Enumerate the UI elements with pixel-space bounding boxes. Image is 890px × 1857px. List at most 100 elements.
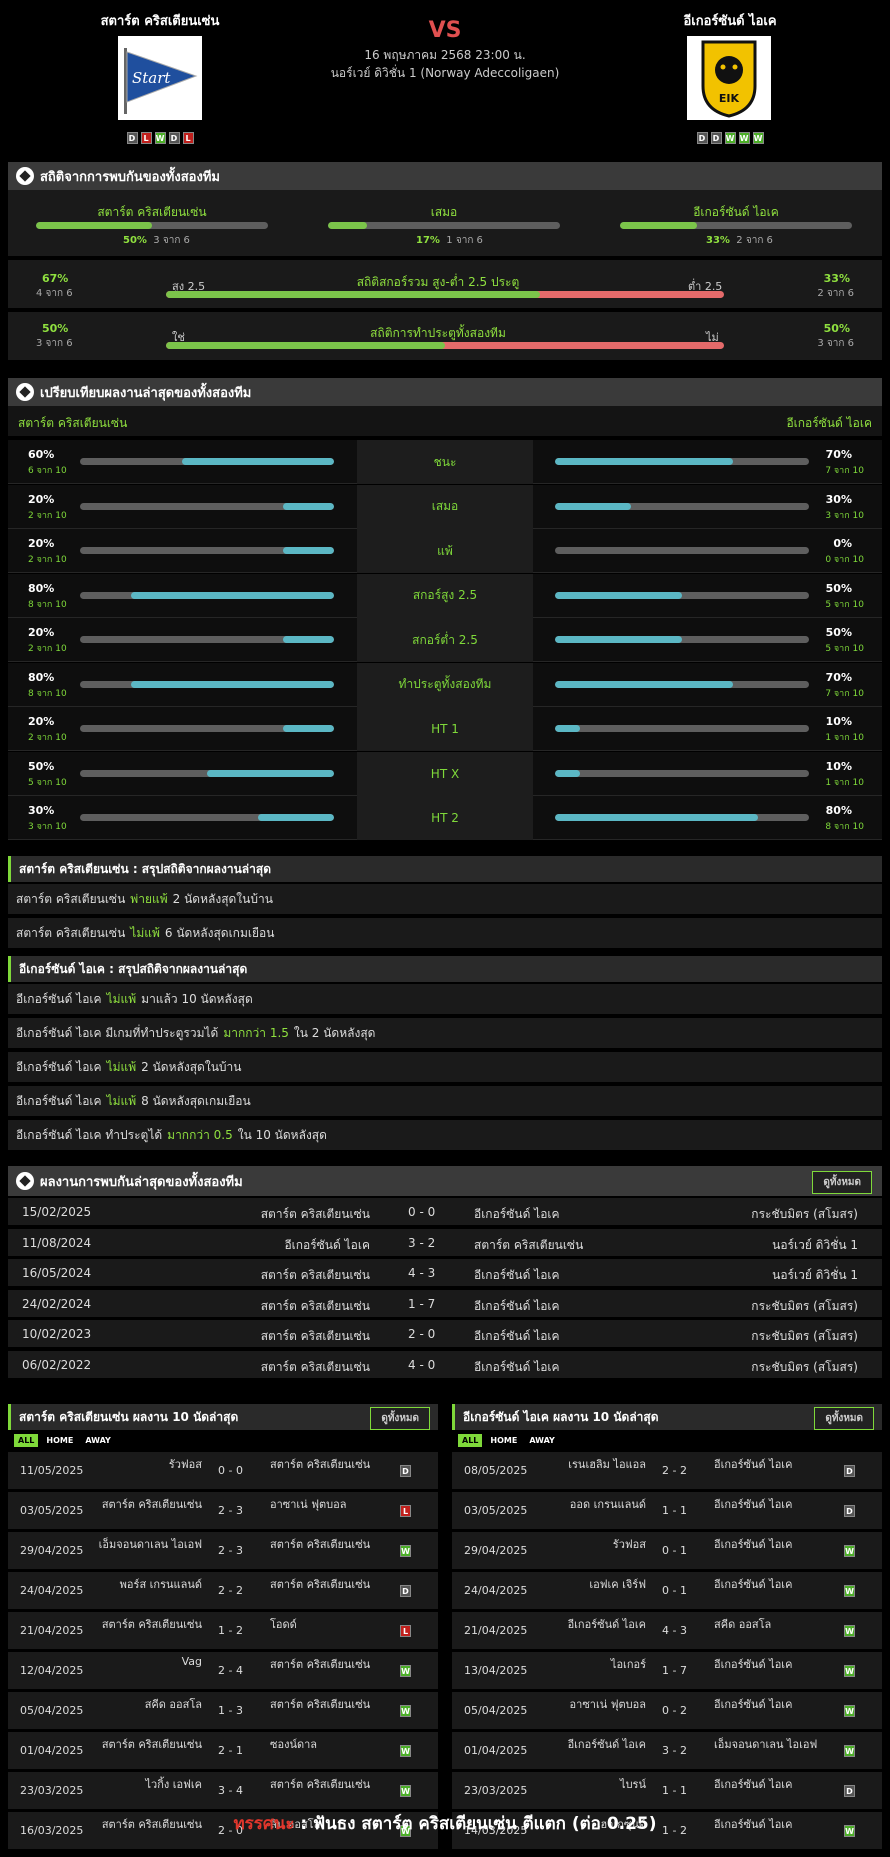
last-match-row[interactable]: 08/05/2025 เรนเฮลิม ไอแอล 2 - 2 อีเกอร์ซันด… bbox=[452, 1452, 882, 1490]
compare-metric-label: สกอร์สูง 2.5 bbox=[357, 573, 533, 618]
compare-away-count: 8 จาก 10 bbox=[825, 822, 864, 832]
over-count: 4 จาก 6 bbox=[36, 288, 73, 299]
result-badge: W bbox=[400, 1745, 411, 1757]
h2h-row[interactable]: 24/02/2024 สตาร์ต คริสเตียนเซ่น 1 - 7 อีเกอ… bbox=[8, 1289, 882, 1318]
result-badge: W bbox=[844, 1705, 855, 1717]
h2h-away-team: อีเกอร์ซันด์ ไอเค bbox=[474, 1298, 560, 1313]
last-match-row[interactable]: 21/04/2025 สตาร์ต คริสเตียนเซ่น 1 - 2 โอดด์… bbox=[8, 1612, 438, 1650]
compare-metric-label: ชนะ bbox=[357, 440, 533, 484]
home-last10-filters: ALL HOME AWAY bbox=[14, 1434, 115, 1447]
summary-highlight: มากกว่า 1.5 bbox=[223, 1025, 289, 1040]
h2h-score: 2 - 0 bbox=[408, 1327, 436, 1341]
result-badge: W bbox=[400, 1545, 411, 1557]
btts-no-label: ไม่ bbox=[706, 331, 719, 344]
form-badge: L bbox=[182, 132, 194, 144]
last-match-score: 0 - 2 bbox=[662, 1704, 687, 1717]
last-match-row[interactable]: 12/04/2025 Vag 2 - 4 สตาร์ต คริสเตียนเซ่น W bbox=[8, 1652, 438, 1690]
result-badge: W bbox=[400, 1665, 411, 1677]
last-match-row[interactable]: 24/04/2025 พอร์ส เกรนแลนด์ 2 - 2 สตาร์ต คริ… bbox=[8, 1572, 438, 1610]
compare-home-pct: 30% bbox=[28, 804, 55, 817]
compare-home-bar bbox=[80, 769, 334, 777]
last-match-row[interactable]: 29/04/2025 เอ็มจอนดาเลน ไอเอฟ 2 - 3 สตาร์ต … bbox=[8, 1532, 438, 1570]
h2h-row[interactable]: 15/02/2025 สตาร์ต คริสเตียนเซ่น 0 - 0 อีเกอ… bbox=[8, 1198, 882, 1226]
last-match-home: อาซาเน่ ฟุตบอล bbox=[569, 1698, 646, 1711]
h2h-home-team: สตาร์ต คริสเตียนเซ่น bbox=[260, 1268, 370, 1282]
compare-home-bar bbox=[80, 591, 334, 599]
last-match-row[interactable]: 24/04/2025 เอฟเค เจิร์ฟ 0 - 1 อีเกอร์ซันด์ … bbox=[452, 1572, 882, 1610]
last-match-date: 23/03/2025 bbox=[464, 1784, 528, 1797]
home-last10-view-all-button[interactable]: ดูทั้งหมด bbox=[370, 1407, 430, 1430]
filter-tab-all[interactable]: ALL bbox=[14, 1434, 39, 1447]
last-match-away: อีเกอร์ซันด์ ไอเค bbox=[714, 1778, 793, 1791]
h2h-view-all-button[interactable]: ดูทั้งหมด bbox=[812, 1171, 872, 1194]
form-badge: W bbox=[738, 132, 750, 144]
result-badge: W bbox=[844, 1625, 855, 1637]
last-match-row[interactable]: 03/05/2025 สตาร์ต คริสเตียนเซ่น 2 - 3 อาซาเ… bbox=[8, 1492, 438, 1530]
start-flag-icon: Start bbox=[124, 48, 198, 114]
last-match-score: 2 - 3 bbox=[218, 1544, 243, 1557]
btts-title: สถิติการทำประตูทั้งสองทีม bbox=[370, 326, 506, 340]
compare-metric-label: HT 2 bbox=[357, 796, 533, 840]
home-last10-header: สตาร์ต คริสเตียนเซ่น ผลงาน 10 นัดล่าสุด … bbox=[8, 1404, 438, 1430]
summary-row: สตาร์ต คริสเตียนเซ่น พ่ายแพ้ 2 นัดหลังสุดใ… bbox=[8, 884, 882, 914]
result-badge: D bbox=[844, 1465, 855, 1477]
away-team-name[interactable]: อีเกอร์ซันด์ ไอเค bbox=[683, 14, 777, 29]
last-match-score: 2 - 2 bbox=[662, 1464, 687, 1477]
last-match-row[interactable]: 13/04/2025 ไอเกอร์ 1 - 7 อีเกอร์ซันด์ ไอเค W bbox=[452, 1652, 882, 1690]
last-match-row[interactable]: 11/05/2025 รัวฟอส 0 - 0 สตาร์ต คริสเตียนเซ่… bbox=[8, 1452, 438, 1490]
h2h-row[interactable]: 11/08/2024 อีเกอร์ซันด์ ไอเค 3 - 2 สตาร์ต ค… bbox=[8, 1228, 882, 1257]
away-last10-view-all-button[interactable]: ดูทั้งหมด bbox=[814, 1407, 874, 1430]
filter-tab-home[interactable]: HOME bbox=[46, 1436, 74, 1445]
last-match-row[interactable]: 05/04/2025 อาซาเน่ ฟุตบอล 0 - 2 อีเกอร์ซันด… bbox=[452, 1692, 882, 1730]
compare-row: 20% 2 จาก 10 สกอร์ต่ำ 2.5 50% 5 จาก 10 bbox=[8, 618, 882, 662]
summary-row: อีเกอร์ซันด์ ไอเค ไม่แพ้ มาแล้ว 10 นัดหลัง… bbox=[8, 984, 882, 1014]
last-match-row[interactable]: 01/04/2025 อีเกอร์ซันด์ ไอเค 3 - 2 เอ็มจอนด… bbox=[452, 1732, 882, 1770]
last-match-away: สตาร์ต คริสเตียนเซ่น bbox=[270, 1538, 371, 1551]
last-match-away: ซองน์ดาล bbox=[270, 1738, 318, 1751]
last-match-row[interactable]: 14/03/2025 เฮาเกซุนด์ 1 - 2 อีเกอร์ซันด์ ไอ… bbox=[452, 1812, 882, 1850]
last-match-score: 1 - 1 bbox=[662, 1784, 687, 1797]
compare-teams: สตาร์ต คริสเตียนเซ่น อีเกอร์ซันด์ ไอเค bbox=[8, 406, 882, 436]
last-match-home: อีเกอร์ซันด์ ไอเค bbox=[567, 1738, 646, 1751]
last-match-score: 0 - 0 bbox=[218, 1464, 243, 1477]
home-team-name[interactable]: สตาร์ต คริสเตียนเซ่น bbox=[100, 14, 220, 29]
h2h-away-bar bbox=[620, 222, 852, 229]
compare-home-pct: 20% bbox=[28, 492, 55, 506]
over-under-panel: 67% 4 จาก 6 สูง 2.5 สถิติสกอร์รวม สูง-ต่… bbox=[8, 260, 882, 308]
filter-tab-away[interactable]: AWAY bbox=[85, 1436, 111, 1445]
away-team-logo[interactable]: EIK bbox=[687, 36, 771, 120]
last-match-score: 1 - 2 bbox=[218, 1624, 243, 1637]
last-match-date: 29/04/2025 bbox=[20, 1544, 84, 1557]
compare-away-bar bbox=[555, 814, 809, 821]
compare-home-count: 8 จาก 10 bbox=[28, 688, 67, 699]
compare-home-pct: 50% bbox=[28, 759, 55, 773]
h2h-row[interactable]: 16/05/2024 สตาร์ต คริสเตียนเซ่น 4 - 3 อีเกอ… bbox=[8, 1259, 882, 1287]
compare-away-count: 1 จาก 10 bbox=[825, 733, 864, 743]
home-team-logo[interactable]: Start bbox=[118, 36, 202, 120]
filter-tab-away[interactable]: AWAY bbox=[529, 1436, 555, 1445]
last-match-row[interactable]: 21/04/2025 อีเกอร์ซันด์ ไอเค 4 - 3 สคีด ออส… bbox=[452, 1612, 882, 1650]
h2h-draw-bar bbox=[328, 222, 560, 229]
last-match-row[interactable]: 03/05/2025 ออด เกรนแลนด์ 1 - 1 อีเกอร์ซันด์… bbox=[452, 1492, 882, 1530]
compare-home-count: 2 จาก 10 bbox=[28, 644, 67, 654]
last-match-score: 2 - 3 bbox=[218, 1504, 243, 1517]
last-match-row[interactable]: 16/03/2025 สตาร์ต คริสเตียนเซ่น 2 - 0 ลิน อ… bbox=[8, 1812, 438, 1850]
h2h-draw-pct: 17% bbox=[416, 235, 440, 246]
home-summary-header: สตาร์ต คริสเตียนเซ่น : สรุปสถิติจากผลงาน… bbox=[8, 856, 882, 882]
last-match-row[interactable]: 01/04/2025 สตาร์ต คริสเตียนเซ่น 2 - 1 ซองน์… bbox=[8, 1732, 438, 1770]
compare-away-count: 3 จาก 10 bbox=[825, 510, 864, 521]
compare-home-pct: 80% bbox=[28, 670, 55, 684]
filter-tab-home[interactable]: HOME bbox=[490, 1436, 518, 1445]
compare-home-pct: 80% bbox=[28, 581, 55, 595]
h2h-row[interactable]: 06/02/2022 สตาร์ต คริสเตียนเซ่น 4 - 0 อีเกอ… bbox=[8, 1350, 882, 1379]
vs-label: VS bbox=[428, 18, 462, 43]
last-match-row[interactable]: 23/03/2025 ไวกิ้ง เอฟเค 3 - 4 สตาร์ต คริสเต… bbox=[8, 1772, 438, 1810]
last-match-row[interactable]: 05/04/2025 สคีด ออสโล 1 - 3 สตาร์ต คริสเตีย… bbox=[8, 1692, 438, 1730]
last-match-row[interactable]: 29/04/2025 รัวฟอส 0 - 1 อีเกอร์ซันด์ ไอเค W bbox=[452, 1532, 882, 1570]
h2h-row[interactable]: 10/02/2023 สตาร์ต คริสเตียนเซ่น 2 - 0 อีเกอ… bbox=[8, 1320, 882, 1348]
summary-text: อีเกอร์ซันด์ ไอเค ทำประตูได้ bbox=[16, 1127, 163, 1142]
last-match-row[interactable]: 23/03/2025 ไบรน์ 1 - 1 อีเกอร์ซันด์ ไอเค D bbox=[452, 1772, 882, 1810]
last-match-away: ลิน ออสโล bbox=[270, 1818, 321, 1831]
last-match-date: 05/04/2025 bbox=[464, 1704, 528, 1717]
filter-tab-all[interactable]: ALL bbox=[458, 1434, 483, 1447]
